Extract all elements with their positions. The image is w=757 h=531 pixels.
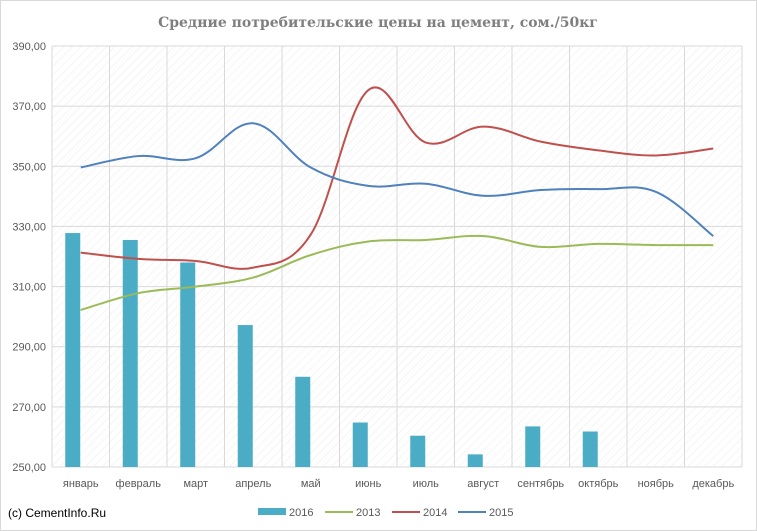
y-tick-label: 370,00 <box>12 101 46 113</box>
credit-text: (c) CementInfo.Ru <box>8 506 106 520</box>
bar-2016 <box>582 431 598 467</box>
x-tick-label: май <box>301 478 321 490</box>
bar-2016 <box>410 435 426 467</box>
bar-2016 <box>295 376 311 467</box>
y-tick-label: 330,00 <box>12 221 46 233</box>
y-tick-label: 250,00 <box>12 462 46 474</box>
bar-2016 <box>122 239 138 467</box>
x-tick-label: ноябрь <box>638 478 675 490</box>
line-series-2014 <box>80 86 714 270</box>
line-series-2013 <box>80 234 714 311</box>
chart-title: Средние потребительские цены на цемент, … <box>158 15 598 31</box>
x-tick-label: июнь <box>355 478 381 490</box>
series-lines <box>80 86 714 311</box>
x-tick-label: август <box>467 478 499 490</box>
bar-2016 <box>180 262 196 467</box>
y-tick-label: 390,00 <box>12 41 46 53</box>
x-tick-label: сентябрь <box>517 478 564 490</box>
x-tick-label: октябрь <box>578 478 618 490</box>
bar-2016 <box>65 233 81 467</box>
legend-swatch-2016 <box>258 508 286 515</box>
x-tick-label: январь <box>63 478 99 490</box>
legend-label-2014: 2014 <box>423 507 447 519</box>
y-axis: 250,00 270,00 290,00 310,00 330,00 350,00 370,… <box>12 41 46 474</box>
x-axis: январь февраль март апрель май июнь июль август… <box>63 478 735 490</box>
bar-2016 <box>525 426 541 467</box>
y-tick-label: 310,00 <box>12 282 46 294</box>
legend-label-2016: 2016 <box>289 507 313 519</box>
x-tick-label: апрель <box>235 478 271 490</box>
x-tick-label: февраль <box>116 478 162 490</box>
bar-2016 <box>237 325 253 467</box>
x-tick-label: июль <box>413 478 440 490</box>
grid <box>51 45 743 468</box>
legend-label-2015: 2015 <box>489 507 513 519</box>
line-series-2015 <box>80 122 714 237</box>
y-tick-label: 350,00 <box>12 161 46 173</box>
x-tick-label: декабрь <box>692 478 734 490</box>
y-tick-label: 270,00 <box>12 402 46 414</box>
y-tick-label: 290,00 <box>12 342 46 354</box>
legend-label-2013: 2013 <box>356 507 380 519</box>
x-tick-label: март <box>183 478 208 490</box>
bar-2016 <box>352 422 368 467</box>
legend: 2016 2013 2014 2015 <box>258 507 513 519</box>
bar-2016 <box>467 454 483 467</box>
